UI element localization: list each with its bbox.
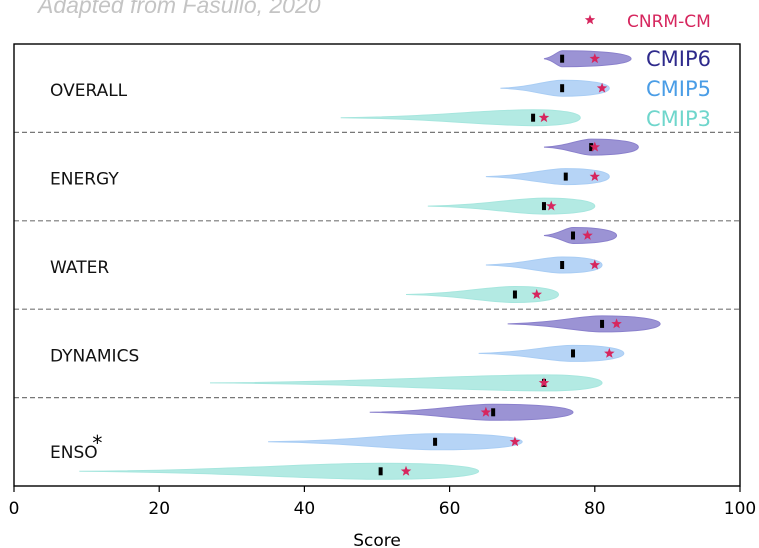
median-marker (560, 261, 565, 269)
plot-frame (13, 43, 741, 487)
cnrm-star (611, 318, 622, 329)
violin-cmip3-energy (427, 197, 596, 215)
median-marker (589, 143, 594, 152)
cnrm-star (546, 200, 557, 211)
category-label-energy: ENERGY (50, 170, 119, 190)
violin-cmip6-dynamics (507, 315, 661, 333)
legend-label-cmip6: CMIP6 (646, 47, 711, 71)
cnrm-star (604, 347, 615, 358)
plot-area (14, 44, 740, 486)
median-marker (378, 467, 383, 476)
violin-cmip6-enso (369, 403, 574, 421)
median-marker (600, 319, 605, 328)
violin-cmip5-energy (485, 168, 610, 186)
median-marker (433, 437, 438, 446)
cnrm-star (596, 82, 608, 93)
cnrm-star (531, 289, 542, 299)
x-tick-label: 80 (584, 499, 606, 519)
legend-star-icon (584, 14, 596, 25)
violin-cmip6-overall (543, 50, 632, 68)
x-axis-label: Score (353, 531, 401, 548)
median-marker (563, 172, 568, 181)
x-tick-label: 100 (724, 499, 756, 519)
median-marker (560, 54, 565, 63)
median-marker (571, 349, 576, 358)
violin-cmip5-overall (500, 79, 610, 97)
category-label-enso: ENSO (50, 443, 98, 463)
legend-label-cmip3: CMIP3 (646, 107, 711, 131)
legend-label-cnrm: CNRM-CM (627, 12, 711, 32)
cnrm-star (589, 53, 600, 64)
x-tick-label: 60 (439, 499, 461, 519)
median-marker (512, 290, 517, 299)
violin-cmip3-dynamics (210, 374, 603, 392)
cnrm-star (589, 171, 600, 181)
cnrm-star (509, 436, 521, 447)
category-label-overall: OVERALL (50, 81, 128, 101)
x-tick-label: 20 (148, 499, 170, 519)
figure-caption: Adapted from Fasullo, 2020 (38, 0, 321, 18)
cnrm-star (538, 112, 550, 123)
x-tick-label: 0 (9, 499, 20, 519)
median-marker (571, 231, 576, 240)
x-tick-label: 40 (294, 499, 316, 519)
category-footnote: * (92, 431, 102, 455)
median-marker (560, 84, 565, 93)
median-marker (531, 113, 536, 122)
violin-cmip5-dynamics (478, 344, 625, 362)
violin-cmip5-water (485, 256, 603, 274)
median-marker (541, 202, 546, 211)
violin-cmip6-water (543, 226, 618, 245)
violin-cmip3-water (406, 285, 560, 304)
cnrm-star (582, 230, 593, 240)
cnrm-star (589, 259, 600, 270)
legend-label-cmip5: CMIP5 (646, 77, 711, 101)
category-label-water: WATER (50, 258, 109, 278)
cnrm-star (589, 141, 600, 152)
cnrm-star (538, 377, 550, 388)
median-marker (491, 408, 496, 417)
category-label-dynamics: DYNAMICS (50, 346, 139, 366)
violin-cmip5-enso (268, 433, 523, 451)
violin-cmip3-overall (340, 109, 581, 127)
cnrm-star (400, 465, 412, 476)
cnrm-star (480, 406, 492, 417)
